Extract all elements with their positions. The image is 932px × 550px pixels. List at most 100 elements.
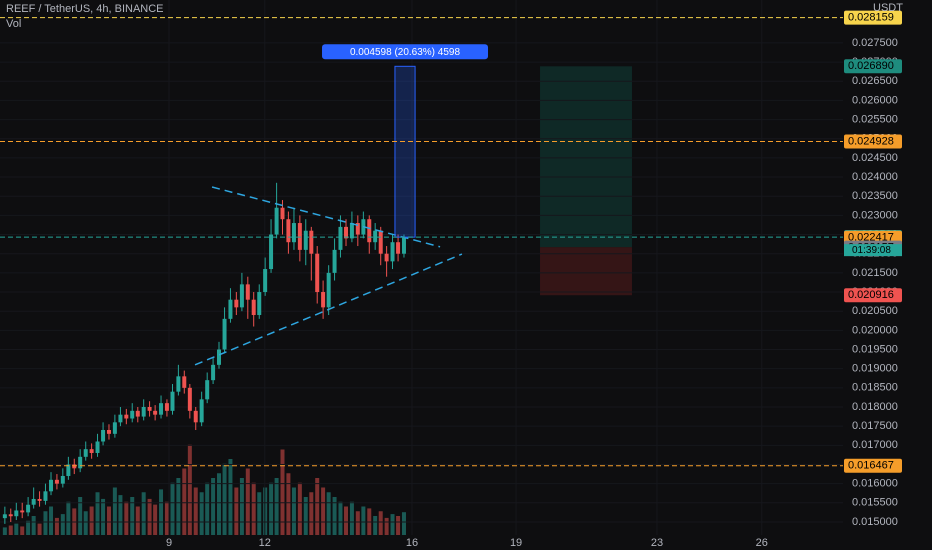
y-tick-label: 0.015500 <box>852 497 898 509</box>
candle-body <box>373 230 378 243</box>
volume-bar <box>355 511 360 535</box>
candle-body <box>269 234 274 270</box>
volume-bar <box>222 463 227 535</box>
candle-body <box>321 292 326 308</box>
volume-bar <box>309 492 314 535</box>
volume-bar <box>176 478 181 535</box>
candle-body <box>396 242 401 254</box>
volume-bar <box>193 487 198 535</box>
candle-body <box>303 230 308 250</box>
volume-bar <box>251 482 256 535</box>
y-tick-label: 0.020000 <box>852 324 898 336</box>
volume-bar <box>78 497 83 535</box>
candle-body <box>141 406 146 417</box>
volume-bar <box>106 506 111 535</box>
price-tag: 0.022417 <box>848 232 894 244</box>
candle-body <box>95 441 100 453</box>
volume-bar <box>8 525 13 535</box>
volume-bar <box>124 501 129 535</box>
candle-body <box>390 242 395 262</box>
candle-body <box>159 403 164 415</box>
volume-bar <box>297 482 302 535</box>
volume-bar <box>182 468 187 535</box>
volume-bar <box>344 506 349 535</box>
volume-bar <box>378 511 383 535</box>
price-tag: 0.028159 <box>848 12 894 24</box>
countdown-bg <box>844 244 902 257</box>
volume-bar <box>60 514 65 535</box>
candle-body <box>112 422 117 434</box>
candle-body <box>332 249 337 273</box>
candle-body <box>378 230 383 254</box>
x-tick-label: 12 <box>259 537 271 549</box>
volume-bar <box>228 459 233 535</box>
volume-bar <box>396 516 401 535</box>
y-tick-label: 0.015000 <box>852 516 898 528</box>
volume-bar <box>199 492 204 535</box>
price-axis <box>843 0 932 535</box>
price-tag-bg <box>844 288 902 303</box>
candle-body <box>164 403 169 411</box>
candle-body <box>60 475 65 484</box>
candle-body <box>101 429 106 442</box>
y-tick-label: 0.017000 <box>852 439 898 451</box>
candle-body <box>193 410 198 423</box>
candle-body <box>234 299 239 308</box>
y-tick-label: 0.018500 <box>852 382 898 394</box>
volume-bar <box>274 478 279 535</box>
candle-body <box>118 414 123 423</box>
y-tick-label: 0.017500 <box>852 420 898 432</box>
candle-body <box>2 514 7 519</box>
x-tick-label: 26 <box>756 537 768 549</box>
candle-body <box>176 376 181 392</box>
candle-body <box>222 318 227 350</box>
measure-box <box>394 65 416 238</box>
candle-body <box>211 364 216 381</box>
candle-body <box>280 207 285 220</box>
volume-bar <box>211 478 216 535</box>
volume-bar <box>49 506 54 535</box>
y-tick-label: 0.016000 <box>852 478 898 490</box>
candle-body <box>135 410 140 417</box>
candle-body <box>8 514 13 517</box>
candle-body <box>14 510 19 517</box>
price-tag: 0.026890 <box>848 60 894 72</box>
volume-bar <box>141 492 146 535</box>
volume-bar <box>234 487 239 535</box>
volume-bar <box>373 516 378 535</box>
candle-body <box>355 223 360 235</box>
volume-bar <box>303 497 308 535</box>
candle-body <box>297 223 302 250</box>
candle-body <box>106 429 111 434</box>
volume-bar <box>205 482 210 535</box>
candle-body <box>291 223 296 243</box>
y-tick-label: 0.027500 <box>852 37 898 49</box>
volume-bar <box>14 523 19 535</box>
volume-bar <box>164 501 169 535</box>
y-tick-label: 0.021500 <box>852 267 898 279</box>
y-tick-label: 0.024500 <box>852 152 898 164</box>
volume-bar <box>89 506 94 535</box>
candle-body <box>89 449 94 453</box>
candle-body <box>349 223 354 239</box>
volume-bar <box>153 504 158 535</box>
price-tag-bg <box>844 10 902 25</box>
candle-body <box>153 410 158 415</box>
volume-bar <box>112 487 117 535</box>
volume-bar <box>83 511 88 535</box>
candle-body <box>344 226 349 239</box>
volume-bar <box>159 489 164 535</box>
candle-body <box>326 272 331 308</box>
candle-body <box>274 207 279 235</box>
y-tick-label: 0.025500 <box>852 113 898 125</box>
volume-bar <box>286 473 291 535</box>
volume-bar <box>26 520 31 535</box>
volume-bar <box>257 492 262 535</box>
y-tick-label: 0.026000 <box>852 94 898 106</box>
volume-bar <box>95 492 100 535</box>
candle-body <box>66 464 71 476</box>
candle-body <box>315 253 320 293</box>
candle-body <box>257 292 262 316</box>
y-tick-label: 0.019500 <box>852 343 898 355</box>
